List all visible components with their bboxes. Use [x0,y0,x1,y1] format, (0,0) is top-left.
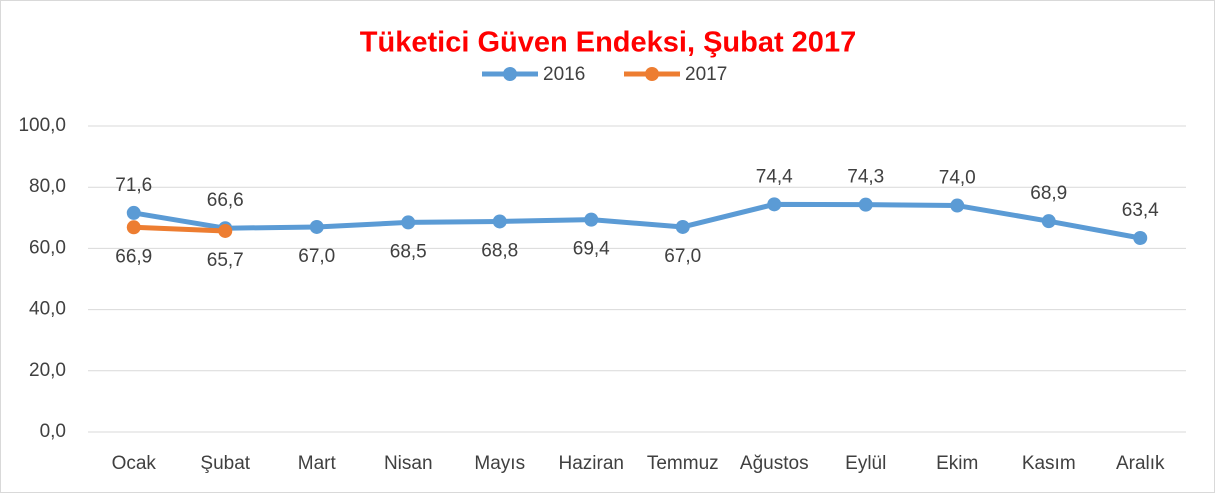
point [950,198,965,213]
x-tick-label: Ocak [112,453,157,474]
x-tick-label: Ağustos [740,453,809,474]
legend-label: 2016 [543,64,585,85]
data-label: 74,4 [756,166,793,187]
point [126,220,141,235]
x-tick-label: Nisan [384,453,433,474]
data-label: 65,7 [207,250,244,271]
point [584,212,599,227]
data-label: 67,0 [298,246,335,267]
point [218,223,233,238]
point [309,219,324,234]
point [126,205,141,220]
legend-marker [503,67,517,81]
data-label: 63,4 [1122,200,1159,221]
point [858,197,873,212]
y-tick-label: 20,0 [29,360,66,381]
data-label: 66,9 [115,246,152,267]
data-label: 67,0 [664,246,701,267]
data-label: 74,3 [847,167,884,188]
x-tick-label: Aralık [1116,453,1165,474]
data-label: 69,4 [573,239,610,260]
legend-label: 2017 [685,64,727,85]
x-tick-label: Temmuz [647,453,719,474]
y-tick-label: 0,0 [40,421,66,442]
data-label: 71,6 [115,175,152,196]
point [675,219,690,234]
point [492,214,507,229]
data-label: 68,8 [481,240,518,261]
point [767,197,782,212]
point [1133,230,1148,245]
x-tick-label: Şubat [200,453,250,474]
y-tick-label: 100,0 [18,115,66,136]
x-tick-label: Eylül [845,453,886,474]
y-tick-label: 80,0 [29,176,66,197]
y-tick-label: 40,0 [29,299,66,320]
chart-title: Tüketici Güven Endeksi, Şubat 2017 [360,27,856,59]
x-tick-label: Kasım [1022,453,1076,474]
x-tick-label: Ekim [936,453,978,474]
point [1041,214,1056,229]
data-label: 74,0 [939,168,976,189]
y-tick-label: 60,0 [29,237,66,258]
x-tick-label: Mart [298,453,337,474]
x-tick-label: Haziran [559,453,624,474]
point [401,215,416,230]
series-line [133,201,1141,241]
data-label: 68,5 [390,241,427,262]
series-line [133,224,226,234]
x-tick-label: Mayıs [474,453,525,474]
legend-marker [645,67,659,81]
data-label: 66,6 [207,190,244,211]
data-label: 68,9 [1030,183,1067,204]
